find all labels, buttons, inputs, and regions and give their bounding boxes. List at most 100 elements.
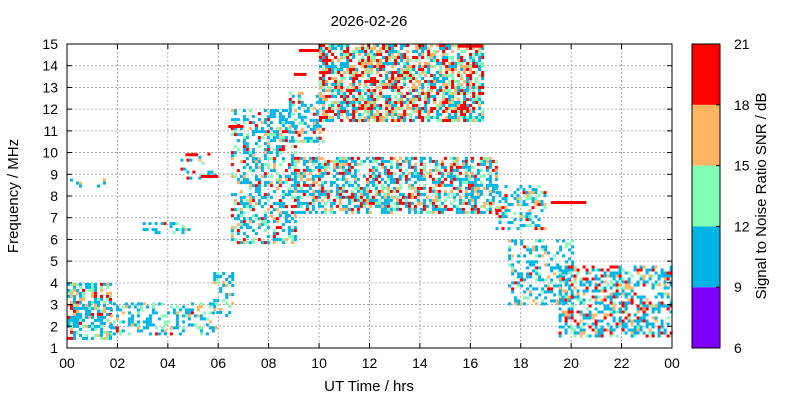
- snr-cell: [358, 113, 362, 116]
- snr-cell: [415, 104, 419, 107]
- snr-cell: [272, 208, 276, 212]
- snr-cell: [481, 71, 485, 74]
- snr-cell: [582, 292, 586, 296]
- snr-cell: [391, 104, 395, 107]
- snr-cell: [319, 59, 323, 62]
- snr-cell: [579, 280, 583, 284]
- snr-run: [551, 201, 587, 205]
- snr-cell: [385, 113, 389, 116]
- snr-cell: [151, 302, 155, 306]
- snr-cell: [470, 165, 474, 169]
- snr-cell: [293, 211, 297, 215]
- snr-cell: [318, 136, 322, 140]
- snr-cell: [350, 174, 354, 178]
- snr-cell: [403, 62, 407, 65]
- snr-cell: [478, 92, 482, 95]
- snr-cell: [136, 329, 140, 333]
- snr-cell: [67, 321, 70, 325]
- snr-cell: [567, 307, 571, 311]
- snr-cell: [612, 301, 616, 305]
- snr-cell: [467, 180, 471, 184]
- snr-cell: [612, 274, 616, 278]
- snr-run: [200, 174, 219, 178]
- snr-cell: [386, 207, 390, 211]
- snr-cell: [281, 190, 285, 194]
- snr-cell: [476, 189, 480, 193]
- snr-cell: [193, 314, 197, 318]
- snr-cell: [582, 283, 586, 287]
- snr-cell: [266, 133, 270, 137]
- snr-cell: [216, 272, 220, 275]
- snr-cell: [528, 191, 532, 195]
- snr-cell: [385, 101, 389, 104]
- snr-cell: [448, 47, 452, 50]
- snr-cell: [272, 136, 276, 140]
- snr-cell: [97, 309, 100, 313]
- snr-cell: [317, 183, 321, 187]
- snr-cell: [389, 210, 393, 214]
- snr-cell: [308, 201, 312, 205]
- snr-cell: [669, 331, 673, 335]
- snr-cell: [300, 115, 304, 119]
- snr-cell: [320, 183, 324, 187]
- snr-cell: [437, 192, 441, 196]
- snr-cell: [328, 116, 332, 119]
- snr-cell: [299, 189, 303, 193]
- snr-cell: [290, 178, 294, 182]
- snr-cell: [410, 195, 414, 199]
- snr-cell: [529, 248, 533, 252]
- snr-cell: [466, 98, 470, 101]
- snr-cell: [424, 80, 428, 83]
- snr-cell: [297, 112, 301, 116]
- snr-cell: [127, 311, 131, 315]
- snr-cell: [603, 298, 607, 302]
- snr-cell: [341, 171, 345, 175]
- snr-cell: [433, 98, 437, 101]
- snr-cell: [437, 207, 441, 211]
- snr-cell: [293, 127, 297, 131]
- snr-cell: [385, 95, 389, 98]
- snr-cell: [388, 62, 392, 65]
- snr-cell: [364, 107, 368, 110]
- snr-cell: [349, 71, 353, 74]
- snr-cell: [594, 331, 598, 335]
- snr-cell: [666, 322, 670, 326]
- snr-cell: [303, 103, 307, 107]
- snr-cell: [272, 130, 276, 134]
- snr-cell: [472, 116, 476, 119]
- snr-cell: [367, 62, 371, 65]
- snr-cell: [208, 320, 212, 324]
- snr-cell: [642, 274, 646, 278]
- snr-cell: [463, 116, 467, 119]
- snr-cell: [300, 103, 304, 107]
- snr-cell: [290, 196, 294, 200]
- snr-cell: [202, 317, 206, 321]
- snr-cell: [73, 294, 76, 298]
- snr-cell: [308, 159, 312, 163]
- snr-cell: [475, 86, 479, 89]
- snr-cell: [630, 331, 634, 335]
- snr-cell: [297, 94, 301, 98]
- colorbar-frame: [691, 43, 721, 349]
- snr-cell: [82, 294, 85, 298]
- snr-cell: [260, 163, 264, 167]
- snr-cell: [612, 307, 616, 311]
- snr-cell: [245, 181, 249, 185]
- snr-cell: [488, 174, 492, 178]
- snr-cell: [648, 277, 652, 281]
- snr-cell: [437, 204, 441, 208]
- snr-cell: [428, 210, 432, 214]
- snr-cell: [419, 168, 423, 172]
- snr-cell: [666, 274, 670, 278]
- snr-cell: [288, 100, 292, 104]
- snr-cell: [337, 116, 341, 119]
- snr-cell: [409, 59, 413, 62]
- snr-cell: [328, 71, 332, 74]
- snr-cell: [287, 163, 291, 167]
- snr-cell: [407, 207, 411, 211]
- snr-cell: [322, 59, 326, 62]
- snr-cell: [281, 193, 285, 197]
- snr-cell: [407, 186, 411, 190]
- snr-cell: [364, 80, 368, 83]
- snr-cell: [448, 92, 452, 95]
